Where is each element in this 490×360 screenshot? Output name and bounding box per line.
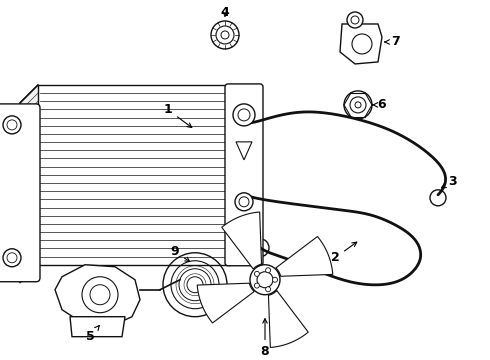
Circle shape bbox=[171, 261, 219, 309]
Circle shape bbox=[233, 104, 255, 126]
Circle shape bbox=[250, 265, 280, 295]
Polygon shape bbox=[70, 317, 125, 337]
Circle shape bbox=[211, 21, 239, 49]
Circle shape bbox=[235, 193, 253, 211]
Circle shape bbox=[355, 102, 361, 108]
Circle shape bbox=[82, 277, 118, 313]
Circle shape bbox=[163, 253, 227, 317]
FancyBboxPatch shape bbox=[0, 104, 40, 282]
Text: 7: 7 bbox=[385, 36, 399, 49]
Polygon shape bbox=[276, 237, 333, 276]
Circle shape bbox=[239, 197, 249, 207]
Circle shape bbox=[7, 253, 17, 263]
Polygon shape bbox=[236, 142, 252, 160]
Text: 2: 2 bbox=[331, 242, 357, 264]
Polygon shape bbox=[20, 85, 38, 283]
Circle shape bbox=[216, 26, 234, 44]
Circle shape bbox=[3, 116, 21, 134]
Circle shape bbox=[257, 272, 273, 288]
Circle shape bbox=[344, 91, 372, 119]
Circle shape bbox=[7, 120, 17, 130]
Polygon shape bbox=[197, 283, 254, 323]
Circle shape bbox=[179, 269, 211, 301]
Circle shape bbox=[254, 283, 259, 288]
Circle shape bbox=[187, 277, 203, 293]
Polygon shape bbox=[340, 24, 382, 64]
Circle shape bbox=[350, 97, 366, 113]
Circle shape bbox=[254, 271, 259, 276]
Circle shape bbox=[347, 12, 363, 28]
Polygon shape bbox=[269, 291, 308, 347]
Circle shape bbox=[430, 190, 446, 206]
Text: 8: 8 bbox=[261, 319, 270, 358]
Circle shape bbox=[238, 109, 250, 121]
Text: 9: 9 bbox=[171, 245, 190, 261]
Circle shape bbox=[221, 31, 229, 39]
Polygon shape bbox=[222, 212, 262, 269]
Circle shape bbox=[90, 285, 110, 305]
Polygon shape bbox=[55, 265, 140, 327]
FancyBboxPatch shape bbox=[225, 84, 263, 266]
Text: 5: 5 bbox=[86, 325, 99, 343]
Text: 6: 6 bbox=[372, 98, 386, 111]
Circle shape bbox=[272, 277, 277, 282]
Text: 4: 4 bbox=[220, 6, 229, 19]
Circle shape bbox=[251, 239, 269, 257]
Text: 3: 3 bbox=[441, 175, 456, 188]
Circle shape bbox=[351, 16, 359, 24]
Text: 1: 1 bbox=[164, 103, 192, 127]
Circle shape bbox=[266, 287, 270, 292]
Circle shape bbox=[352, 34, 372, 54]
Circle shape bbox=[266, 268, 270, 273]
Circle shape bbox=[3, 249, 21, 267]
